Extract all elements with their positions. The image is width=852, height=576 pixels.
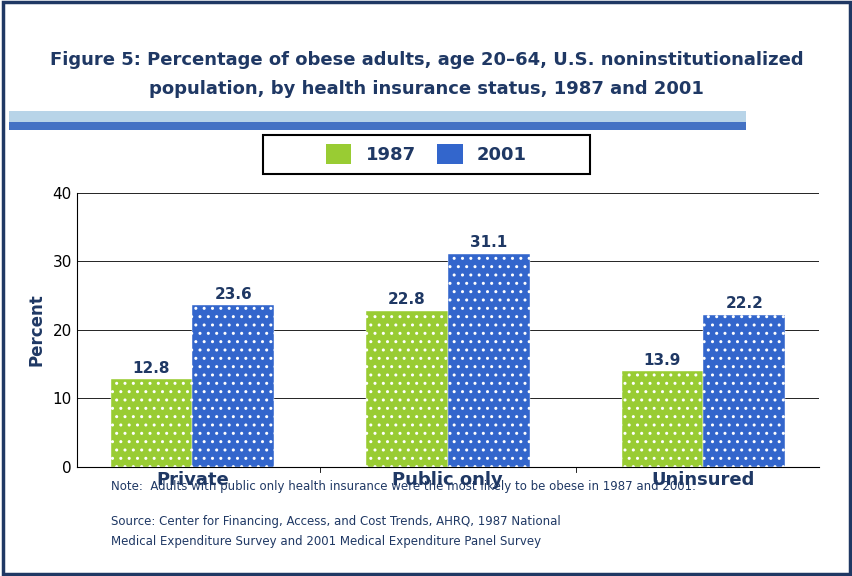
Legend: 1987, 2001: 1987, 2001 <box>319 137 533 171</box>
Text: 22.8: 22.8 <box>388 292 425 307</box>
Text: 13.9: 13.9 <box>643 353 681 368</box>
Text: 12.8: 12.8 <box>132 361 170 376</box>
Text: Medical Expenditure Survey and 2001 Medical Expenditure Panel Survey: Medical Expenditure Survey and 2001 Medi… <box>111 535 540 548</box>
Bar <box>111 379 192 467</box>
Text: Note:  Adults with public only health insurance were the most likely to be obese: Note: Adults with public only health ins… <box>111 480 695 493</box>
Text: Source: Center for Financing, Access, and Cost Trends, AHRQ, 1987 National: Source: Center for Financing, Access, an… <box>111 515 560 528</box>
Text: 22.2: 22.2 <box>724 296 763 311</box>
Bar <box>447 254 529 467</box>
Bar <box>703 314 784 467</box>
Bar <box>366 310 447 467</box>
Y-axis label: Percent: Percent <box>27 293 45 366</box>
Text: 31.1: 31.1 <box>469 236 507 251</box>
Text: population, by health insurance status, 1987 and 2001: population, by health insurance status, … <box>149 80 703 98</box>
Text: 23.6: 23.6 <box>214 287 251 302</box>
Bar <box>621 372 703 467</box>
Text: Figure 5: Percentage of obese adults, age 20–64, U.S. noninstitutionalized: Figure 5: Percentage of obese adults, ag… <box>49 51 803 70</box>
Bar <box>192 305 273 467</box>
